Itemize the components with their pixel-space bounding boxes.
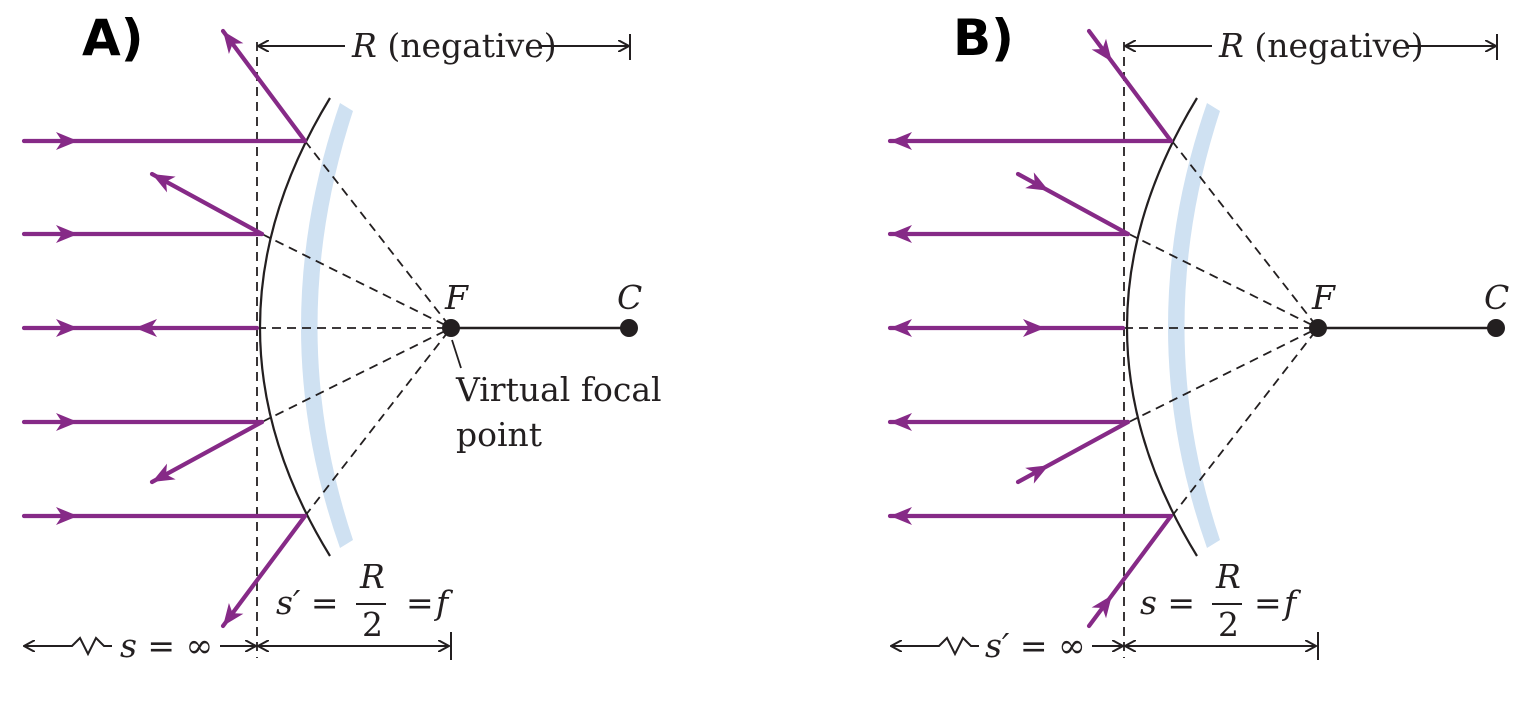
convex-mirror-surface: [1126, 97, 1198, 557]
ray-extension-4: [1128, 327, 1319, 423]
r-negative-text: (negative): [377, 26, 557, 65]
oblique-ray-2: [149, 171, 265, 237]
focal-length-symbol: f: [433, 583, 454, 622]
oblique-ray-5: [220, 513, 308, 629]
virtual-ray-extension-5: [304, 327, 452, 517]
s-infinity-label: s = ∞: [120, 626, 213, 665]
s-prime-label: s′ =: [276, 583, 339, 622]
incident-arrowhead-4: [1025, 465, 1049, 484]
ray-extension-5: [1171, 327, 1319, 517]
s-label: s =: [1140, 583, 1195, 622]
focal-point-label: F: [444, 278, 469, 317]
ray-extension-1: [1171, 140, 1319, 329]
s-prime-symbol: s′: [985, 626, 1010, 665]
virtual-ray-extension-4: [261, 327, 452, 423]
focal-point-label: F: [1311, 278, 1336, 317]
ray-extension-2: [1128, 233, 1319, 329]
center-label: C: [1484, 278, 1509, 317]
outgoing-arrowhead-1: [890, 132, 912, 150]
convex-mirror-surface: [259, 97, 331, 557]
panel-b-rays: [887, 28, 1174, 629]
s-infinity-break-line: [24, 636, 112, 657]
s-infinity-value: = ∞: [137, 626, 213, 665]
r-negative-text: (negative): [1244, 26, 1424, 65]
virtual-ray-extension-2: [261, 233, 452, 329]
oblique-ray-4: [1015, 419, 1131, 485]
outgoing-arrowhead-5: [890, 507, 912, 525]
fraction-numerator: R: [359, 557, 385, 596]
equals-sign: =: [406, 583, 434, 622]
convex-mirror-body: [1168, 103, 1220, 548]
s-prime-infinity-break-line: [891, 636, 979, 657]
equals-sign: =: [1254, 583, 1282, 622]
oblique-ray-1: [220, 28, 308, 144]
incoming-arrowhead-5: [56, 507, 78, 525]
virtual-focal-label-line2: point: [456, 415, 542, 454]
incident-arrowhead-5: [1091, 595, 1112, 619]
fraction-denominator: 2: [1218, 605, 1239, 644]
incoming-arrowhead-2: [56, 225, 78, 243]
incoming-arrowhead-1: [56, 132, 78, 150]
oblique-ray-1: [1086, 28, 1174, 144]
outgoing-arrowhead-3: [890, 319, 912, 337]
focal-point-dot: [1309, 319, 1327, 337]
r-symbol: R: [1218, 26, 1244, 65]
incoming-arrowhead-4: [56, 413, 78, 431]
outgoing-arrowhead-4: [890, 413, 912, 431]
reflected-arrowhead-4: [152, 463, 176, 482]
virtual-ray-extension-1: [304, 140, 452, 329]
fraction-denominator: 2: [362, 605, 383, 644]
panel-a-letter: A): [82, 9, 144, 67]
center-of-curvature-dot: [1487, 319, 1505, 337]
incident-arrowhead-1: [1091, 38, 1112, 62]
panel-a-rays: [21, 28, 308, 629]
panel-b: B) R (negative) F C s′ = ∞ s = R 2 = f: [887, 9, 1509, 665]
center-of-curvature-dot: [620, 319, 638, 337]
reflected-arrowhead-2: [152, 174, 176, 193]
focal-length-symbol: f: [1281, 583, 1302, 622]
oblique-ray-2: [1015, 171, 1131, 237]
convex-mirror-body: [301, 103, 353, 548]
panel-b-letter: B): [953, 9, 1014, 67]
incident-arrowhead-2: [1025, 172, 1049, 191]
reflected-arrowhead-1: [223, 31, 244, 55]
s-symbol: s: [120, 626, 137, 665]
outgoing-arrowhead-2: [890, 225, 912, 243]
r-symbol: R: [351, 26, 377, 65]
focal-point-dot: [442, 319, 460, 337]
axial-reflected-arrowhead: [135, 319, 157, 337]
panel-a: A) R (negative) F C Virtual focal point: [21, 9, 662, 665]
center-label: C: [617, 278, 642, 317]
fraction-numerator: R: [1215, 557, 1241, 596]
r-dimension-label: R (negative): [351, 26, 557, 65]
r-dimension-label: R (negative): [1218, 26, 1424, 65]
s-prime-infinity-value: = ∞: [1009, 626, 1085, 665]
incoming-arrowhead-3: [56, 319, 78, 337]
oblique-ray-4: [149, 419, 265, 485]
s-prime-infinity-label: s′ = ∞: [985, 626, 1086, 665]
axial-incident-arrowhead: [1023, 319, 1045, 337]
virtual-focal-leader: [451, 339, 462, 369]
virtual-focal-label-line1: Virtual focal: [455, 370, 662, 409]
reflected-arrowhead-5: [223, 602, 244, 626]
